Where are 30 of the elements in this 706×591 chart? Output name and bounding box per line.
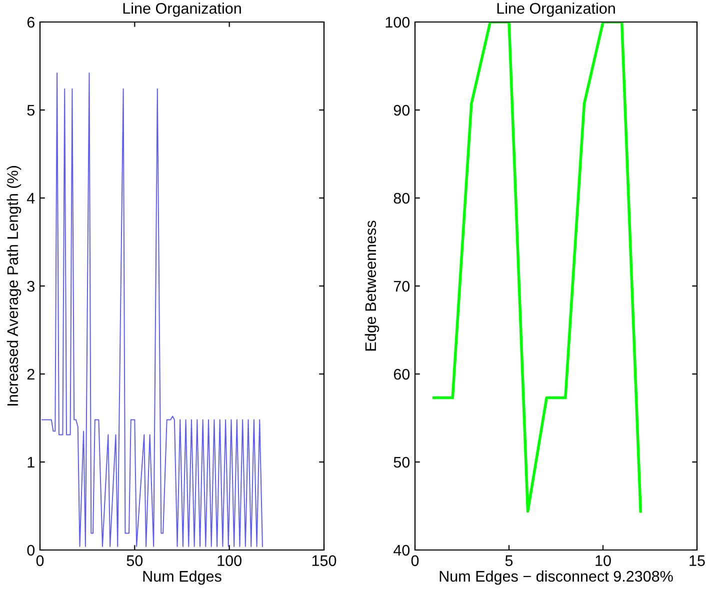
line-series: [41, 72, 263, 547]
y-tick-label: 5: [27, 105, 34, 116]
y-tick-label: 40: [394, 544, 410, 556]
y-tick-label: 1: [28, 457, 34, 468]
line-series: [432, 22, 642, 513]
x-tick-label: 0: [36, 555, 44, 566]
chart-title: Line Organization: [497, 2, 615, 17]
x-tick-label: 0: [411, 555, 419, 566]
y-tick-label: 80: [394, 192, 410, 204]
x-axis-title: Num Edges: [143, 570, 222, 585]
y-tick-label: 70: [394, 280, 410, 292]
y-axis-title: Increased Average Path Length (%): [6, 166, 22, 406]
y-axis-title: Edge Betweenness: [364, 220, 380, 351]
x-tick-label: 5: [505, 555, 513, 566]
y-tick-label: 50: [394, 456, 410, 468]
x-tick-label: 15: [690, 555, 705, 566]
x-tick-label: 10: [596, 555, 611, 566]
x-tick-label: 150: [312, 555, 336, 566]
y-tick-label: 100: [386, 16, 410, 28]
y-tick-label: 0: [27, 544, 35, 556]
y-tick-label: 2: [27, 368, 34, 380]
x-tick-label: 50: [126, 555, 143, 566]
x-axis-title: Num Edges − disconnect 9.2308%: [440, 570, 673, 585]
chart-title: Line Organization: [123, 2, 241, 17]
x-tick-label: 100: [218, 555, 242, 566]
y-tick-label: 90: [394, 104, 410, 116]
y-tick-label: 4: [26, 193, 35, 204]
y-tick-label: 60: [394, 368, 410, 380]
y-tick-label: 6: [27, 16, 34, 28]
y-tick-label: 3: [27, 280, 34, 292]
